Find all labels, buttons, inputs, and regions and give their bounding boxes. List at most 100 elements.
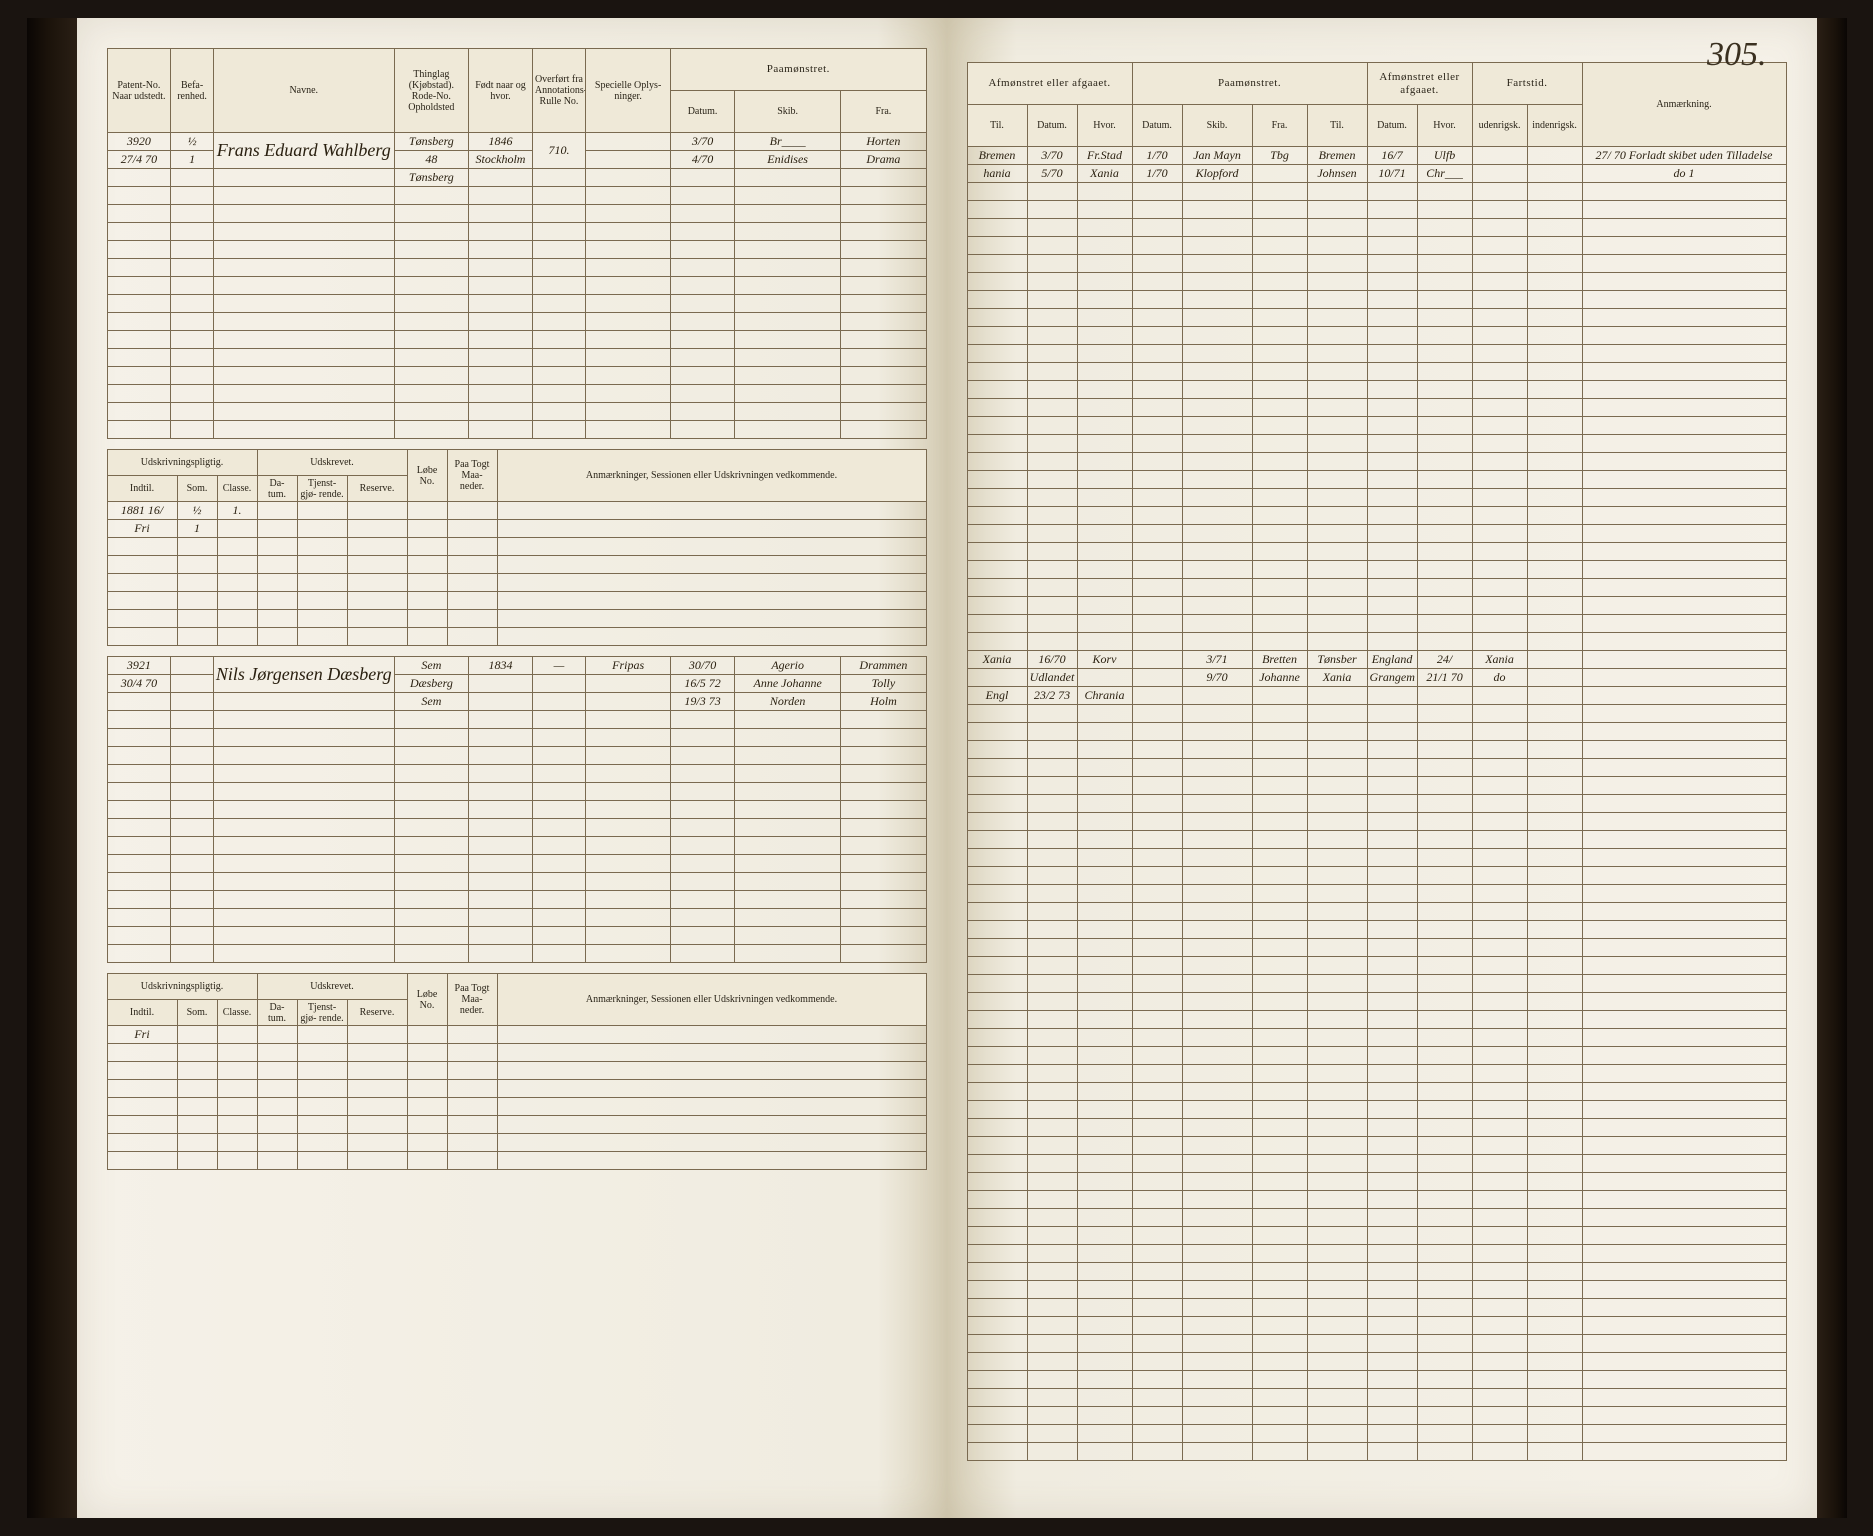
hdr-datum3: Da- tum. [257,1000,297,1026]
cell: Enidises [734,151,840,169]
cell [1027,615,1077,633]
cell [1472,777,1527,795]
cell [1252,1263,1307,1281]
cell [1027,237,1077,255]
cell [1367,219,1417,237]
cell: Fr.Stad [1077,147,1132,165]
cell [1307,1191,1367,1209]
cell [1582,849,1786,867]
cell [1527,867,1582,885]
cell [1132,1227,1182,1245]
cell [532,313,585,331]
cell [1527,885,1582,903]
cell [1027,921,1077,939]
cell [497,1062,926,1080]
cell [1527,489,1582,507]
cell [1307,201,1367,219]
cell [734,747,840,765]
cell [1367,993,1417,1011]
cell [967,1119,1027,1137]
cell [1582,831,1786,849]
cell [671,927,735,945]
cell [1132,381,1182,399]
cell [671,385,735,403]
cell [1417,885,1472,903]
cell [1027,255,1077,273]
cell [1182,1353,1252,1371]
cell [1472,885,1527,903]
cell [1182,723,1252,741]
cell [213,169,394,187]
cell [1077,489,1132,507]
cell [1252,525,1307,543]
cell [1132,741,1182,759]
cell [107,873,171,891]
cell [1582,615,1786,633]
hdr-datum: Datum. [671,91,735,133]
cell [447,556,497,574]
rhdr-paam: Paamønstret. [1132,63,1367,105]
cell [497,1026,926,1044]
cell [1417,435,1472,453]
cell [1027,453,1077,471]
cell [1417,1281,1472,1299]
cell [1182,1119,1252,1137]
cell [177,1116,217,1134]
cell [1367,921,1417,939]
cell [1527,957,1582,975]
cell [1527,723,1582,741]
cell [1582,1263,1786,1281]
cell [1417,1407,1472,1425]
cell [1132,327,1182,345]
cell [1582,471,1786,489]
cell [447,1044,497,1062]
cell [967,399,1027,417]
cell [1417,957,1472,975]
cell [213,855,394,873]
cell [171,693,214,711]
cell [1252,381,1307,399]
cell [734,783,840,801]
cell [213,693,394,711]
cell [497,1134,926,1152]
cell [469,295,533,313]
hdr-overfort: Overført fra Annotations-Rulle No. [532,49,585,133]
cell [1472,1371,1527,1389]
cell [532,711,585,729]
cell [1527,777,1582,795]
cell [1307,489,1367,507]
cell [257,1134,297,1152]
cell [1027,183,1077,201]
cell [671,421,735,439]
cell [1417,1389,1472,1407]
cell [1307,687,1367,705]
cell [1582,741,1786,759]
cell [1077,363,1132,381]
cell [1077,1389,1132,1407]
cell [1527,471,1582,489]
cell [297,1134,347,1152]
cell [171,187,214,205]
cell [1527,597,1582,615]
cell [213,729,394,747]
cell [1077,741,1132,759]
cell [967,1317,1027,1335]
cell [1182,759,1252,777]
cell [394,909,468,927]
cell [1472,1299,1527,1317]
hdr-lobe2: Løbe No. [407,974,447,1026]
cell [1472,147,1527,165]
cell [394,945,468,963]
cell [1417,1047,1472,1065]
cell [107,1044,177,1062]
cell [1417,201,1472,219]
cell [1252,291,1307,309]
cell [213,403,394,421]
cell [1367,273,1417,291]
cell [1367,381,1417,399]
cell [1527,1443,1582,1461]
cell [1582,687,1786,705]
cell: Drammen [841,657,926,675]
cell [1182,291,1252,309]
cell: 16/70 [1027,651,1077,669]
